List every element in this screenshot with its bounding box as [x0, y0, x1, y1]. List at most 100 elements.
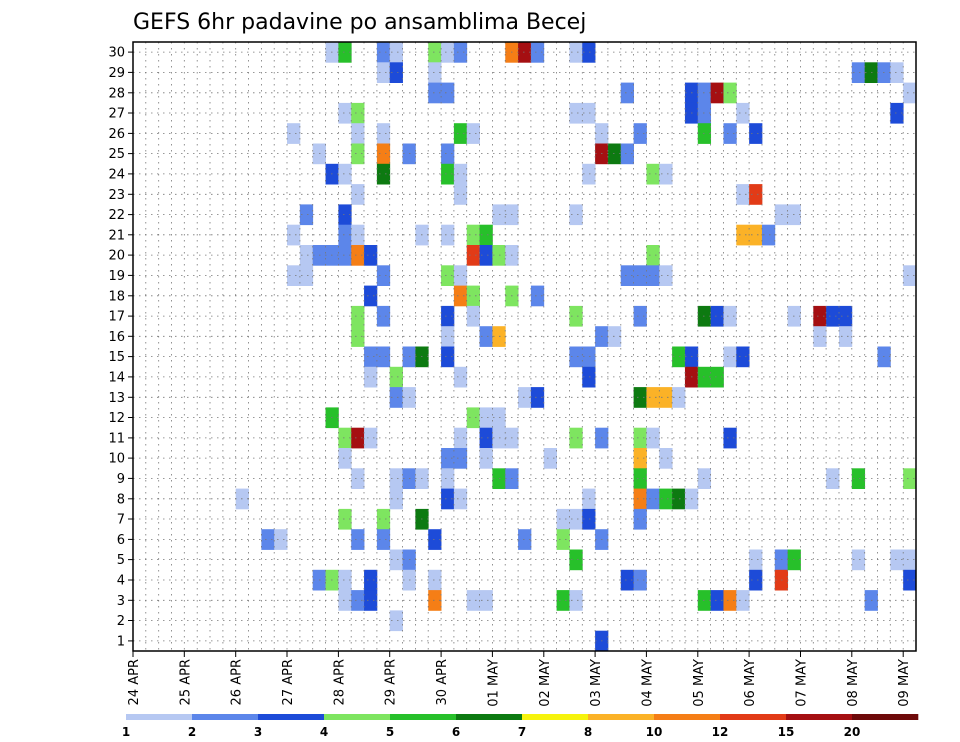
colorbar-level-label: 4: [320, 725, 328, 739]
colorbar-level-label: 15: [778, 725, 795, 739]
precip-cell-m21-t12: [287, 224, 301, 246]
precip-cell-m10-t39: [633, 448, 647, 469]
precip-cell-m26-t39: [633, 123, 647, 144]
precip-cell-m11-t34: [569, 427, 583, 449]
precip-cell-m21-t16: [338, 224, 352, 246]
precip-cell-m10-t24: [441, 448, 455, 469]
y-tick-label: 16: [108, 330, 125, 345]
precip-cell-m21-t24: [441, 224, 455, 246]
precip-cell-m21-t47: [736, 224, 750, 246]
precip-cell-m15-t47: [736, 346, 750, 368]
precip-cell-m3-t27: [479, 590, 493, 611]
precip-cell-m7-t35: [582, 508, 596, 530]
precip-cell-m17-t45: [710, 305, 724, 327]
precip-cell-m25-t38: [620, 143, 635, 165]
precip-cell-m3-t23: [428, 590, 442, 611]
precip-cell-m24-t35: [582, 163, 596, 185]
y-tick-label: 19: [108, 269, 125, 284]
colorbar-legend: 1 2 3 4 5 6 7 8 10 12 15 20: [122, 714, 919, 739]
y-tick-label: 23: [108, 188, 125, 203]
colorbar-level-label: 7: [518, 725, 526, 739]
y-tick-label: 1: [117, 634, 125, 649]
precip-cell-m8-t41: [659, 488, 673, 510]
colorbar-swatch: [258, 714, 325, 720]
colorbar-level-label: 6: [452, 725, 460, 739]
precip-cell-m26-t12: [287, 123, 301, 144]
precip-cell-m25-t37: [607, 143, 622, 165]
precip-cell-m5-t56: [851, 549, 866, 571]
precip-cell-m3-t33: [556, 590, 570, 611]
precip-cell-m12-t27: [479, 407, 493, 429]
precip-cell-m9-t56: [851, 468, 866, 489]
precip-cell-m29-t19: [376, 62, 391, 83]
precip-cell-m4-t16: [338, 569, 352, 591]
precip-cell-m15-t19: [376, 346, 391, 368]
precip-cell-m10-t32: [543, 448, 557, 469]
x-tick-label: 07 MAY: [795, 659, 810, 707]
precip-cell-m14-t18: [364, 366, 378, 388]
precip-cell-m8-t24: [441, 488, 455, 510]
precip-cell-m23-t48: [749, 184, 763, 205]
colorbar-swatch: [324, 714, 391, 720]
precip-cell-m29-t56: [851, 62, 866, 83]
y-tick-label: 29: [108, 66, 125, 81]
colorbar-level-label: 8: [584, 725, 592, 739]
x-tick-label: 27 APR: [281, 659, 296, 705]
precip-cell-m10-t16: [338, 448, 352, 469]
x-tick-label: 06 MAY: [743, 659, 758, 707]
x-tick-label: 08 MAY: [846, 659, 861, 707]
x-tick-label: 29 APR: [384, 659, 399, 705]
precip-cell-m5-t34: [569, 549, 583, 571]
y-tick-label: 25: [108, 147, 125, 162]
precip-cell-m28-t46: [723, 82, 737, 104]
precip-cell-m17-t39: [633, 305, 647, 327]
precip-cell-m20-t18: [364, 245, 378, 266]
precip-cell-m21-t27: [479, 224, 493, 246]
precip-cell-m27-t35: [582, 102, 596, 124]
precip-cell-m10-t25: [453, 448, 468, 469]
precip-cell-m9-t39: [633, 468, 647, 489]
precip-cell-m24-t40: [646, 163, 660, 185]
precip-cell-m15-t46: [723, 346, 737, 368]
precip-cell-m15-t18: [364, 346, 378, 368]
precip-cell-m11-t40: [646, 427, 660, 449]
precip-cell-m5-t59: [890, 549, 904, 571]
precip-cell-m17-t53: [813, 305, 827, 327]
x-axis-dates: 24 APR 25 APR 26 APR 27 APR 28 APR 29 APR 30 A…: [127, 651, 912, 707]
precip-cell-m22-t34: [569, 204, 583, 226]
precip-cell-m21-t17: [351, 224, 365, 246]
precip-cell-m24-t16: [338, 163, 352, 185]
precip-cell-m15-t35: [582, 346, 596, 368]
precip-cell-m28-t60: [903, 82, 917, 104]
y-tick-label: 17: [108, 310, 125, 325]
precip-cell-m11-t39: [633, 427, 647, 449]
precip-cell-m8-t42: [672, 488, 686, 510]
precip-cell-m20-t16: [338, 245, 352, 266]
colorbar-level-label: 1: [122, 725, 130, 739]
precip-cell-m5-t20: [389, 549, 403, 571]
precip-cell-m13-t41: [659, 387, 673, 408]
colorbar-swatch: [852, 714, 919, 720]
precip-cell-m9-t20: [389, 468, 403, 489]
precip-cell-m26-t46: [723, 123, 737, 144]
x-tick-label: 28 APR: [332, 659, 347, 705]
precip-cell-m25-t17: [351, 143, 365, 165]
precip-cell-m15-t34: [569, 346, 583, 368]
x-tick-label: 01 MAY: [486, 659, 501, 707]
precip-cell-m25-t19: [376, 143, 391, 165]
x-tick-label: 24 APR: [127, 659, 142, 705]
precip-cell-m16-t24: [441, 326, 455, 347]
y-tick-label: 13: [108, 391, 125, 406]
precip-cell-m8-t35: [582, 488, 596, 510]
precip-cell-m19-t19: [376, 265, 391, 286]
precip-cell-m14-t25: [453, 366, 468, 388]
colorbar-level-label: 3: [254, 725, 262, 739]
precip-cell-m30-t31: [530, 42, 545, 63]
y-tick-label: 5: [117, 553, 125, 568]
x-tick-label: 02 MAY: [538, 659, 553, 707]
precip-cell-m15-t42: [672, 346, 686, 368]
precip-cell-m28-t24: [441, 82, 455, 104]
precip-cell-m28-t45: [710, 82, 724, 104]
x-tick-label: 30 APR: [435, 659, 450, 705]
